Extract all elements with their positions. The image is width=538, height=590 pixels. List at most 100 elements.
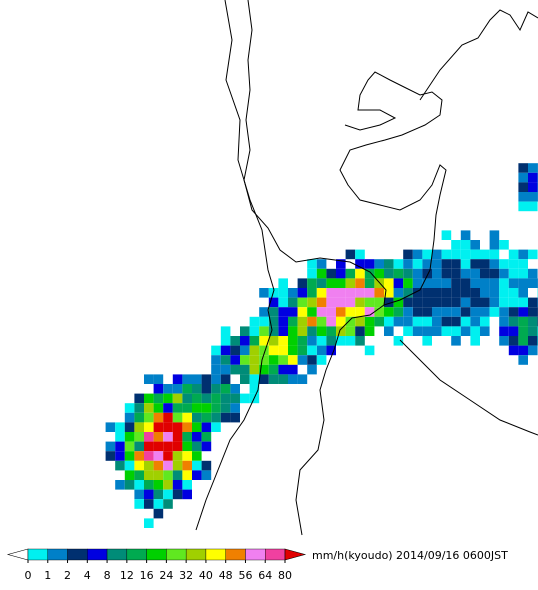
echo-cell xyxy=(432,278,442,288)
echo-cell xyxy=(278,288,288,298)
echo-cell xyxy=(393,268,404,279)
echo-cell xyxy=(211,393,221,404)
echo-cell xyxy=(288,345,298,356)
echo-cell xyxy=(307,259,317,269)
echo-cell xyxy=(211,403,221,413)
echo-cell xyxy=(432,268,442,279)
tick-label: 56 xyxy=(238,569,252,582)
echo-cell xyxy=(422,307,432,317)
echo-cell xyxy=(412,297,423,308)
echo-cell xyxy=(508,345,519,356)
echo-cell xyxy=(403,326,413,336)
echo-cell xyxy=(249,345,260,356)
echo-cell xyxy=(172,384,183,394)
echo-cell xyxy=(489,259,500,269)
echo-cell xyxy=(115,441,125,452)
echo-cell xyxy=(153,422,164,432)
echo-cell xyxy=(297,288,308,298)
echo-cell xyxy=(393,259,404,269)
echo-cell xyxy=(211,412,221,423)
echo-cell xyxy=(384,297,394,308)
echo-cell xyxy=(412,288,423,298)
echo-cell xyxy=(403,259,413,269)
echo-cell xyxy=(201,460,212,471)
echo-cell xyxy=(297,278,308,288)
echo-cell xyxy=(249,374,260,384)
echo-cell xyxy=(268,336,279,346)
echo-cell xyxy=(182,432,192,442)
echo-cell xyxy=(288,316,298,327)
echo-cell xyxy=(460,307,471,317)
echo-cell xyxy=(441,230,452,240)
echo-cell xyxy=(518,326,528,336)
echo-cell xyxy=(499,259,509,269)
echo-cell xyxy=(144,460,154,471)
echo-cell xyxy=(278,374,288,384)
echo-cell xyxy=(403,307,413,317)
echo-cell xyxy=(432,326,442,336)
echo-cell xyxy=(355,249,365,260)
echo-cell xyxy=(144,422,154,432)
echo-cell xyxy=(470,297,480,308)
echo-cell xyxy=(278,278,288,288)
echo-cell xyxy=(230,364,240,375)
tick-label: 8 xyxy=(104,569,111,582)
echo-cell xyxy=(374,307,384,317)
echo-cell xyxy=(201,432,212,442)
echo-cell xyxy=(451,326,461,336)
echo-cell xyxy=(403,297,413,308)
echo-cell xyxy=(460,297,471,308)
echo-cell xyxy=(518,278,528,288)
echo-cell xyxy=(489,240,500,250)
echo-cell xyxy=(259,307,269,317)
echo-cell xyxy=(192,441,202,452)
echo-cell xyxy=(259,316,269,327)
echo-cell xyxy=(518,297,528,308)
echo-cell xyxy=(259,355,269,365)
echo-cell xyxy=(355,268,365,279)
echo-cell xyxy=(124,470,135,480)
echo-cell xyxy=(192,451,202,461)
echo-cell xyxy=(153,508,164,519)
echo-cell xyxy=(393,336,404,346)
echo-cell xyxy=(316,326,327,336)
echo-cell xyxy=(480,278,490,288)
echo-cell xyxy=(268,297,279,308)
echo-cell xyxy=(451,288,461,298)
echo-cell xyxy=(460,230,471,240)
color-swatch xyxy=(245,548,266,561)
echo-cell xyxy=(412,268,423,279)
echo-cell xyxy=(432,288,442,298)
echo-cell xyxy=(364,345,375,356)
echo-cell xyxy=(460,268,471,279)
echo-cell xyxy=(364,307,375,317)
echo-cell xyxy=(144,441,154,452)
echo-cell xyxy=(355,278,365,288)
echo-cell xyxy=(355,316,365,327)
echo-cell xyxy=(124,451,135,461)
echo-cell xyxy=(105,441,116,452)
echo-cell xyxy=(134,499,144,509)
echo-cell xyxy=(528,316,538,327)
echo-cell xyxy=(460,259,471,269)
echo-cell xyxy=(480,268,490,279)
echo-cell xyxy=(153,384,164,394)
echo-cell xyxy=(172,489,183,500)
echo-cell xyxy=(172,432,183,442)
echo-cell xyxy=(240,364,250,375)
echo-cell xyxy=(278,297,288,308)
echo-cell xyxy=(508,307,519,317)
echo-cell xyxy=(460,249,471,260)
echo-cell xyxy=(384,326,394,336)
echo-cell xyxy=(518,249,528,260)
echo-cell xyxy=(470,288,480,298)
echo-cell xyxy=(153,441,164,452)
echo-cell xyxy=(182,412,192,423)
echo-cell xyxy=(220,393,231,404)
echo-cell xyxy=(230,384,240,394)
echo-cell xyxy=(355,326,365,336)
echo-cell xyxy=(153,460,164,471)
echo-cell xyxy=(230,336,240,346)
echo-cell xyxy=(480,249,490,260)
